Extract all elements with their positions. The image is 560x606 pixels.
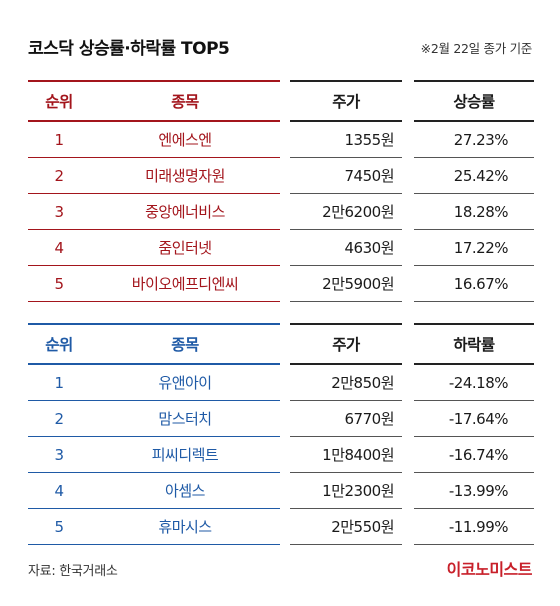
stock-name-cell: 바이오에프디엔씨	[90, 265, 280, 302]
rank-column-header: 순위	[28, 323, 90, 365]
header: 코스닥 상승률·하락률 TOP5 ※2월 22일 종가 기준	[0, 0, 560, 72]
table-row: 2 맘스터치 6770원 -17.64%	[28, 400, 534, 437]
rank-cell: 2	[28, 400, 90, 437]
stock-name-cell: 중앙에너비스	[90, 193, 280, 230]
column-gap	[280, 194, 290, 230]
column-gap	[402, 81, 414, 121]
gainers-body: 1 엔에스엔 1355원 27.23% 2 미래생명자원 7450원 25.42% 3 중앙에너비…	[28, 121, 534, 302]
table-row: 1 유앤아이 2만850원 -24.18%	[28, 364, 534, 401]
brand-logo: 이코노미스트	[446, 560, 533, 579]
gainers-table: 순위 종목 주가 상승률 1 엔에스엔 1355원 27.23% 2 미래생명자원 7450…	[28, 80, 534, 302]
stock-name-cell: 엔에스엔	[90, 121, 280, 158]
price-cell: 2만6200원	[290, 193, 402, 230]
rank-cell: 1	[28, 121, 90, 158]
price-column-header: 주가	[290, 80, 402, 122]
price-cell: 1만8400원	[290, 436, 402, 473]
rate-cell: -16.74%	[414, 436, 534, 473]
column-gap	[402, 158, 414, 194]
rise-rate-column-header: 상승률	[414, 80, 534, 122]
rank-cell: 3	[28, 193, 90, 230]
column-gap	[402, 324, 414, 364]
fall-rate-column-header: 하락률	[414, 323, 534, 365]
column-gap	[280, 158, 290, 194]
column-gap	[402, 437, 414, 473]
rate-cell: -11.99%	[414, 508, 534, 545]
price-cell: 7450원	[290, 157, 402, 194]
rank-cell: 1	[28, 364, 90, 401]
column-gap	[402, 230, 414, 266]
stock-name-cell: 유앤아이	[90, 364, 280, 401]
price-cell: 4630원	[290, 229, 402, 266]
column-gap	[280, 473, 290, 509]
price-cell: 2만850원	[290, 364, 402, 401]
table-row: 5 휴마시스 2만550원 -11.99%	[28, 508, 534, 545]
rank-column-header: 순위	[28, 80, 90, 122]
rate-cell: 17.22%	[414, 229, 534, 266]
stock-name-cell: 맘스터치	[90, 400, 280, 437]
rank-cell: 4	[28, 229, 90, 266]
column-gap	[402, 364, 414, 401]
column-gap	[402, 509, 414, 545]
rank-cell: 4	[28, 472, 90, 509]
losers-body: 1 유앤아이 2만850원 -24.18% 2 맘스터치 6770원 -17.64% 3 피씨디렉…	[28, 364, 534, 545]
losers-table: 순위 종목 주가 하락률 1 유앤아이 2만850원 -24.18% 2 맘스터치 6770…	[28, 323, 534, 545]
column-gap	[280, 401, 290, 437]
column-gap	[402, 266, 414, 302]
column-gap	[280, 81, 290, 121]
stock-column-header: 종목	[90, 323, 280, 365]
stock-name-cell: 미래생명자원	[90, 157, 280, 194]
stock-name-cell: 줌인터넷	[90, 229, 280, 266]
column-gap	[280, 509, 290, 545]
column-gap	[280, 364, 290, 401]
gainers-header-row: 순위 종목 주가 상승률	[28, 80, 534, 122]
table-row: 5 바이오에프디엔씨 2만5900원 16.67%	[28, 265, 534, 302]
stock-column-header: 종목	[90, 80, 280, 122]
rate-cell: 16.67%	[414, 265, 534, 302]
price-cell: 1355원	[290, 121, 402, 158]
column-gap	[402, 473, 414, 509]
rank-cell: 5	[28, 265, 90, 302]
price-cell: 1만2300원	[290, 472, 402, 509]
price-column-header: 주가	[290, 323, 402, 365]
rank-cell: 5	[28, 508, 90, 545]
rate-cell: 25.42%	[414, 157, 534, 194]
column-gap	[402, 401, 414, 437]
column-gap	[280, 266, 290, 302]
rate-cell: 27.23%	[414, 121, 534, 158]
column-gap	[280, 324, 290, 364]
stock-name-cell: 피씨디렉트	[90, 436, 280, 473]
table-row: 2 미래생명자원 7450원 25.42%	[28, 157, 534, 194]
rate-cell: -24.18%	[414, 364, 534, 401]
stock-name-cell: 아셈스	[90, 472, 280, 509]
rank-cell: 2	[28, 157, 90, 194]
losers-header-row: 순위 종목 주가 하락률	[28, 323, 534, 365]
basis-note: ※2월 22일 종가 기준	[420, 41, 533, 56]
price-cell: 2만550원	[290, 508, 402, 545]
table-row: 4 아셈스 1만2300원 -13.99%	[28, 472, 534, 509]
column-gap	[280, 121, 290, 158]
column-gap	[280, 230, 290, 266]
price-cell: 2만5900원	[290, 265, 402, 302]
page-title: 코스닥 상승률·하락률 TOP5	[28, 39, 230, 59]
rate-cell: 18.28%	[414, 193, 534, 230]
table-row: 1 엔에스엔 1355원 27.23%	[28, 121, 534, 158]
column-gap	[402, 121, 414, 158]
rate-cell: -13.99%	[414, 472, 534, 509]
stock-name-cell: 휴마시스	[90, 508, 280, 545]
price-cell: 6770원	[290, 400, 402, 437]
column-gap	[402, 194, 414, 230]
rank-cell: 3	[28, 436, 90, 473]
rate-cell: -17.64%	[414, 400, 534, 437]
table-row: 4 줌인터넷 4630원 17.22%	[28, 229, 534, 266]
source-note: 자료: 한국거래소	[28, 564, 118, 579]
column-gap	[280, 437, 290, 473]
table-row: 3 피씨디렉트 1만8400원 -16.74%	[28, 436, 534, 473]
table-row: 3 중앙에너비스 2만6200원 18.28%	[28, 193, 534, 230]
